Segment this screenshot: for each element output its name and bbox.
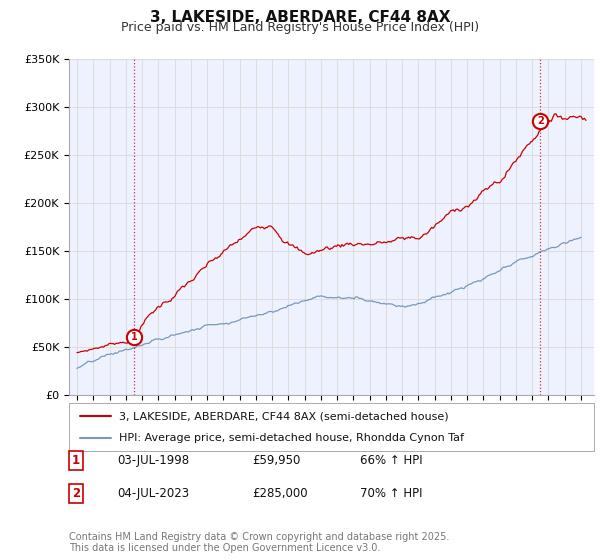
Text: 3, LAKESIDE, ABERDARE, CF44 8AX: 3, LAKESIDE, ABERDARE, CF44 8AX	[150, 10, 450, 25]
Text: £285,000: £285,000	[252, 487, 308, 501]
Text: 2: 2	[72, 487, 80, 501]
Text: HPI: Average price, semi-detached house, Rhondda Cynon Taf: HPI: Average price, semi-detached house,…	[119, 433, 464, 443]
Text: £59,950: £59,950	[252, 454, 301, 467]
Text: 04-JUL-2023: 04-JUL-2023	[117, 487, 189, 501]
Text: 70% ↑ HPI: 70% ↑ HPI	[360, 487, 422, 501]
Text: 3, LAKESIDE, ABERDARE, CF44 8AX (semi-detached house): 3, LAKESIDE, ABERDARE, CF44 8AX (semi-de…	[119, 411, 449, 421]
Text: 2: 2	[537, 116, 544, 126]
Text: 1: 1	[131, 332, 137, 342]
Text: 1: 1	[72, 454, 80, 467]
Text: 03-JUL-1998: 03-JUL-1998	[117, 454, 189, 467]
Text: Price paid vs. HM Land Registry's House Price Index (HPI): Price paid vs. HM Land Registry's House …	[121, 21, 479, 34]
Text: Contains HM Land Registry data © Crown copyright and database right 2025.
This d: Contains HM Land Registry data © Crown c…	[69, 531, 449, 553]
Text: 66% ↑ HPI: 66% ↑ HPI	[360, 454, 422, 467]
